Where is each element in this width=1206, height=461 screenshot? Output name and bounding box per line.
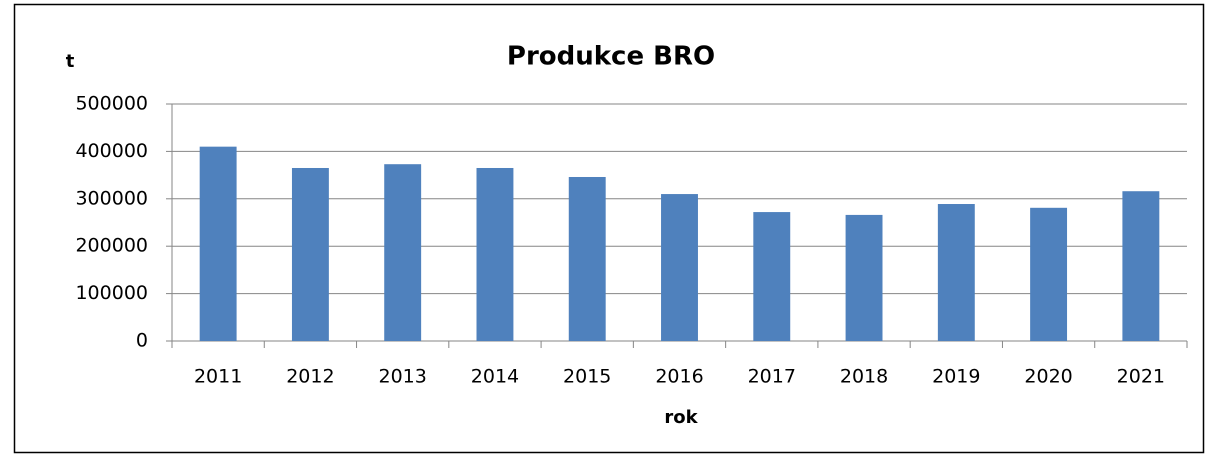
y-tick-label: 100000 bbox=[75, 282, 148, 304]
x-tick-label: 2017 bbox=[748, 366, 796, 388]
x-tick-label: 2013 bbox=[379, 366, 427, 388]
y-tick-label: 300000 bbox=[75, 187, 148, 209]
y-tick-label: 0 bbox=[136, 330, 148, 352]
bar bbox=[291, 167, 329, 341]
x-tick-label: 2016 bbox=[655, 366, 703, 388]
bar bbox=[199, 146, 237, 341]
chart-title: Produkce BRO bbox=[507, 42, 715, 72]
x-tick-label: 2014 bbox=[471, 366, 519, 388]
x-tick-label: 2019 bbox=[932, 366, 980, 388]
y-tick-label: 400000 bbox=[75, 140, 148, 162]
bar bbox=[1030, 207, 1068, 341]
bar bbox=[753, 212, 791, 341]
bar bbox=[937, 204, 975, 341]
x-tick-label: 2015 bbox=[563, 366, 611, 388]
bar bbox=[845, 214, 883, 341]
x-tick-label: 2018 bbox=[840, 366, 888, 388]
y-axis-label: t bbox=[66, 51, 75, 72]
x-tick-label: 2011 bbox=[194, 366, 242, 388]
x-tick-label: 2021 bbox=[1117, 366, 1165, 388]
bar bbox=[568, 176, 606, 341]
bar bbox=[476, 167, 514, 341]
x-axis-label: rok bbox=[664, 407, 698, 428]
x-tick-label: 2020 bbox=[1024, 366, 1072, 388]
bar bbox=[1122, 191, 1160, 341]
bar bbox=[384, 164, 422, 341]
x-tick-label: 2012 bbox=[286, 366, 334, 388]
bar bbox=[661, 194, 698, 341]
y-tick-label: 500000 bbox=[75, 93, 148, 115]
y-tick-label: 200000 bbox=[75, 235, 148, 257]
